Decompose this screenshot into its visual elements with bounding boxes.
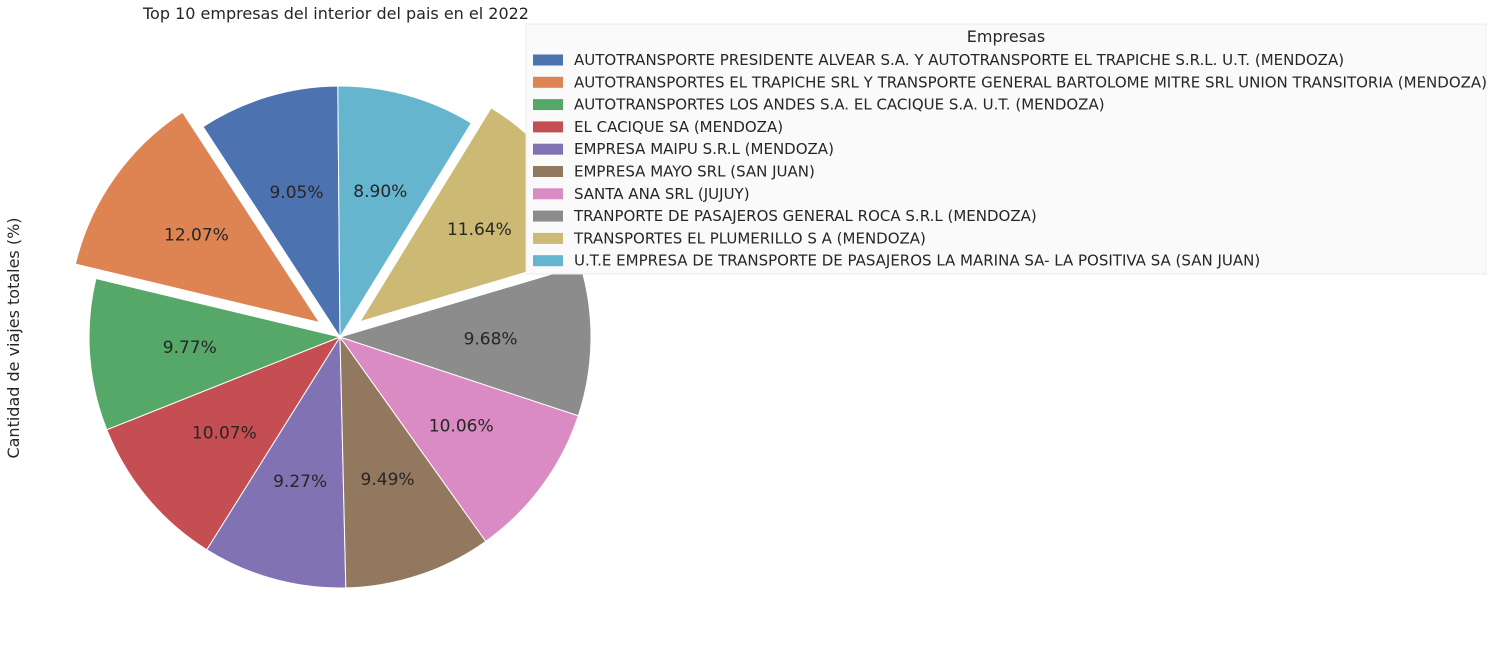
legend-item: EMPRESA MAIPU S.R.L (MENDOZA): [533, 140, 834, 158]
pie-percent-label: 8.90%: [353, 182, 407, 202]
pie-percent-labels: 9.05% 12.07% 9.77% 10.07% 9.27% 9.49% 10.06% 9.…: [163, 182, 518, 492]
pie-percent-label: 10.07%: [192, 423, 257, 443]
pie-slice-empresa-mayo-srl-san-juan: [339, 335, 487, 589]
legend-label: EL CACIQUE SA (MENDOZA): [574, 118, 783, 136]
legend-label: SANTA ANA SRL (JUJUY): [574, 185, 750, 203]
pie-slice-autotransporte-presidente-alvear-s-a-y-a: [202, 85, 341, 339]
legend-item: EL CACIQUE SA (MENDOZA): [533, 118, 783, 136]
legend-item: U.T.E EMPRESA DE TRANSPORTE DE PASAJEROS…: [533, 252, 1260, 270]
legend-title: Empresas: [967, 27, 1045, 46]
legend-swatch: [533, 166, 563, 177]
legend-swatch: [533, 99, 563, 111]
pie-slice-autotransportes-los-andes-s-a-el-cacique: [88, 277, 342, 431]
pie-percent-label: 11.64%: [447, 220, 512, 240]
legend-item: TRANSPORTES EL PLUMERILLO S A (MENDOZA): [533, 229, 926, 247]
legend-swatch: [533, 143, 563, 155]
pie-percent-label: 12.07%: [164, 226, 229, 246]
pie-slices: [74, 85, 602, 589]
legend-label: AUTOTRANSPORTES EL TRAPICHE SRL Y TRANSP…: [574, 73, 1487, 91]
legend-label: TRANPORTE DE PASAJEROS GENERAL ROCA S.R.…: [573, 207, 1037, 225]
pie-percent-label: 9.77%: [163, 338, 217, 358]
legend-item: TRANPORTE DE PASAJEROS GENERAL ROCA S.R.…: [533, 207, 1037, 225]
legend-swatch: [533, 188, 563, 200]
legend-swatch: [533, 255, 563, 267]
pie-slice-santa-ana-srl-jujuy: [338, 336, 579, 543]
legend-swatch: [533, 54, 563, 66]
legend-item: AUTOTRANSPORTES LOS ANDES S.A. EL CACIQU…: [533, 96, 1105, 114]
legend-label: EMPRESA MAIPU S.R.L (MENDOZA): [574, 140, 834, 158]
pie-percent-label: 9.05%: [269, 183, 323, 203]
legend-label: AUTOTRANSPORTE PRESIDENTE ALVEAR S.A. Y …: [574, 51, 1344, 69]
legend-label: U.T.E EMPRESA DE TRANSPORTE DE PASAJEROS…: [574, 252, 1260, 270]
legend-swatch: [533, 121, 563, 133]
y-axis-label: Cantidad de viajes totales (%): [4, 217, 23, 458]
legend-label: TRANSPORTES EL PLUMERILLO S A (MENDOZA): [573, 229, 926, 247]
pie-percent-label: 10.06%: [429, 416, 494, 436]
legend-item: AUTOTRANSPORTES EL TRAPICHE SRL Y TRANSP…: [533, 73, 1487, 91]
pie-percent-label: 9.49%: [361, 470, 415, 490]
pie-slice-u-t-e-empresa-de-transporte-de-pasajeros: [337, 85, 472, 339]
pie-percent-label: 9.27%: [273, 472, 327, 492]
legend-item: EMPRESA MAYO SRL (SAN JUAN): [533, 163, 815, 181]
legend-swatch: [533, 76, 563, 88]
legend-item: AUTOTRANSPORTE PRESIDENTE ALVEAR S.A. Y …: [533, 51, 1344, 69]
pie-slice-autotransportes-el-trapiche-srl-y-transp: [74, 111, 321, 324]
chart-title: Top 10 empresas del interior del pais en…: [142, 4, 529, 23]
legend-swatch: [533, 232, 563, 244]
pie-slice-empresa-maipu-s-r-l-mendoza: [206, 335, 347, 589]
pie-percent-label: 9.68%: [464, 329, 518, 349]
legend-label: EMPRESA MAYO SRL (SAN JUAN): [574, 163, 815, 181]
legend-box: [525, 23, 1487, 275]
legend-swatch: [533, 210, 563, 222]
pie-slice-el-cacique-sa-mendoza: [106, 335, 342, 551]
legend-items: AUTOTRANSPORTE PRESIDENTE ALVEAR S.A. Y …: [533, 51, 1487, 270]
legend-label: AUTOTRANSPORTES LOS ANDES S.A. EL CACIQU…: [574, 96, 1105, 114]
legend: Empresas AUTOTRANSPORTE PRESIDENTE ALVEA…: [525, 23, 1487, 275]
legend-item: SANTA ANA SRL (JUJUY): [533, 185, 750, 203]
